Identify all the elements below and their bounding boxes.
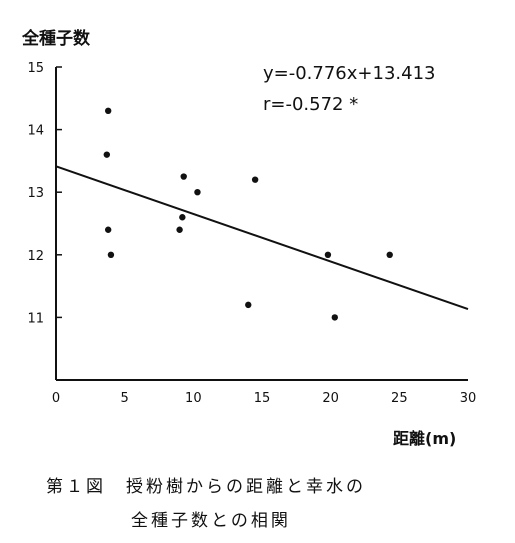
x-tick-label: 30 [460, 391, 477, 406]
data-point [324, 251, 332, 258]
data-point [107, 251, 115, 258]
y-tick-label: 15 [27, 61, 44, 76]
y-axis-label: 全種子数 [21, 28, 91, 49]
caption-line-2: 全種子数との相関 [131, 511, 291, 531]
y-tick-label: 14 [27, 124, 44, 139]
x-tick-label: 15 [254, 391, 271, 406]
y-tick-label: 11 [27, 311, 44, 326]
y-tick-label: 13 [27, 186, 44, 201]
data-point [180, 173, 187, 180]
data-point [194, 189, 201, 196]
x-tick-label: 20 [322, 391, 339, 406]
regression-line-group [55, 165, 469, 311]
x-tick-label: 5 [121, 391, 129, 406]
regression-equation: y=-0.776x+13.413 [263, 63, 435, 84]
scatter-chart: 11 12 13 14 15 0 5 10 15 20 25 30 全種子数 距離(m) y=-0.7… [21, 28, 476, 448]
data-point [245, 301, 252, 309]
x-tick-label: 25 [391, 391, 408, 406]
caption-line-1: 第１図 授粉樹からの距離と幸水の [46, 477, 366, 497]
y-tick-label: 12 [27, 249, 44, 264]
data-point [251, 176, 259, 183]
axis-ticks: 11 12 13 14 15 0 5 10 15 20 25 30 [27, 61, 476, 406]
x-axis-label: 距離(m) [393, 429, 456, 448]
data-point [104, 107, 112, 115]
data-point [386, 251, 393, 258]
data-point [103, 151, 111, 158]
data-point [179, 214, 186, 221]
axes [55, 67, 468, 381]
correlation-coefficient: r=-0.572 * [263, 94, 358, 115]
regression-line [55, 165, 469, 311]
x-tick-label: 10 [185, 391, 202, 406]
x-tick-label: 0 [52, 391, 60, 406]
data-point [331, 314, 338, 321]
data-point [104, 226, 112, 233]
data-points [103, 107, 393, 321]
data-point [176, 226, 183, 233]
